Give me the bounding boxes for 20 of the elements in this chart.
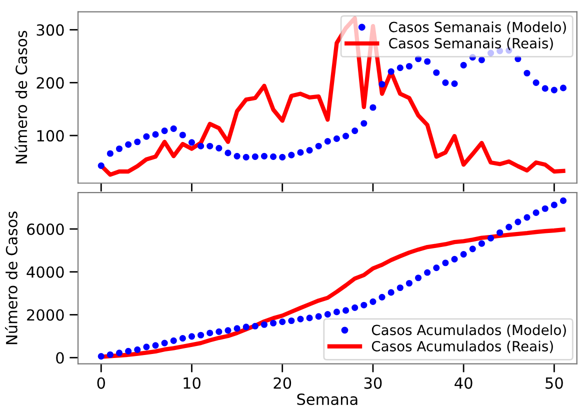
y-tick-label: 300 bbox=[36, 24, 64, 36]
legend-label: Casos Semanais (Modelo) bbox=[389, 22, 566, 34]
y-tick-label: 4000 bbox=[26, 266, 64, 278]
x-axis-title: Semana bbox=[297, 393, 358, 406]
x-tick-label: 30 bbox=[364, 377, 382, 389]
legend-label: Casos Semanais (Reais) bbox=[389, 38, 553, 50]
y-tick-label: 6000 bbox=[27, 223, 64, 236]
x-tick-label: 20 bbox=[274, 377, 292, 389]
x-tick-label: 40 bbox=[454, 377, 472, 389]
y-axis-title: Número de Casos bbox=[14, 30, 28, 164]
legend-label: Casos Acumulados (Reais) bbox=[372, 340, 553, 354]
x-tick-label: 50 bbox=[546, 377, 563, 389]
y-axis-title: Número de Casos bbox=[5, 212, 18, 344]
y-tick-label: 200 bbox=[36, 77, 64, 89]
x-tick-label: 10 bbox=[184, 377, 200, 389]
x-tick-label: 0 bbox=[97, 377, 105, 389]
y-tick-label: 0 bbox=[56, 352, 64, 364]
y-tick-label: 100 bbox=[37, 130, 64, 142]
y-tick-label: 2000 bbox=[27, 309, 64, 321]
legend-label: Casos Acumulados (Modelo) bbox=[372, 324, 566, 337]
